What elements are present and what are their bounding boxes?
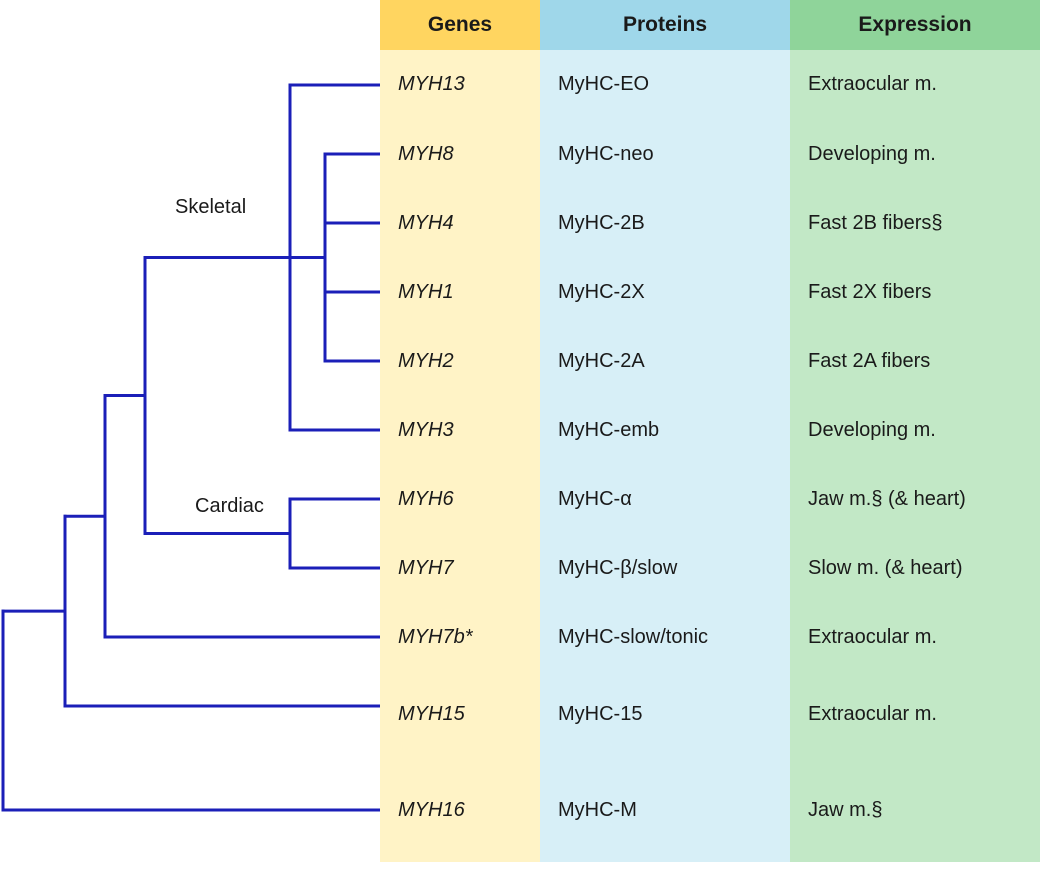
proteins-cell: MyHC-slow/tonic [540,603,790,672]
genes-cell: MYH8 [380,120,540,189]
proteins-cell: MyHC-β/slow [540,534,790,603]
genes-cell: MYH7b* [380,603,540,672]
genes-column: Genes MYH13MYH8MYH4MYH1MYH2MYH3MYH6MYH7M… [380,0,540,862]
genes-cell: MYH4 [380,189,540,258]
genes-body: MYH13MYH8MYH4MYH1MYH2MYH3MYH6MYH7MYH7b*M… [380,50,540,862]
expression-cell: Extraocular m. [790,672,1040,759]
expression-cell: Fast 2B fibers§ [790,189,1040,258]
genes-cell: MYH15 [380,672,540,759]
genes-cell: MYH7 [380,534,540,603]
data-columns: Genes MYH13MYH8MYH4MYH1MYH2MYH3MYH6MYH7M… [380,0,1040,862]
expression-cell: Jaw m.§ (& heart) [790,465,1040,534]
expression-body: Extraocular m.Developing m.Fast 2B fiber… [790,50,1040,862]
proteins-cell: MyHC-EO [540,50,790,120]
proteins-cell: MyHC-M [540,758,790,862]
proteins-cell: MyHC-neo [540,120,790,189]
proteins-cell: MyHC-2X [540,258,790,327]
expression-cell: Jaw m.§ [790,758,1040,862]
proteins-cell: MyHC-α [540,465,790,534]
expression-cell: Fast 2X fibers [790,258,1040,327]
expression-cell: Developing m. [790,396,1040,465]
expression-cell: Fast 2A fibers [790,327,1040,396]
proteins-header: Proteins [540,0,790,50]
proteins-cell: MyHC-15 [540,672,790,759]
proteins-column: Proteins MyHC-EOMyHC-neoMyHC-2BMyHC-2XMy… [540,0,790,862]
genes-cell: MYH3 [380,396,540,465]
expression-cell: Developing m. [790,120,1040,189]
expression-column: Expression Extraocular m.Developing m.Fa… [790,0,1040,862]
proteins-body: MyHC-EOMyHC-neoMyHC-2BMyHC-2XMyHC-2AMyHC… [540,50,790,862]
phylogenetic-tree [0,0,380,878]
expression-cell: Extraocular m. [790,603,1040,672]
proteins-cell: MyHC-emb [540,396,790,465]
genes-cell: MYH2 [380,327,540,396]
diagram-container: Skeletal Cardiac Genes MYH13MYH8MYH4MYH1… [0,0,1052,878]
genes-header: Genes [380,0,540,50]
genes-cell: MYH1 [380,258,540,327]
tree-label-skeletal: Skeletal [175,196,246,219]
proteins-cell: MyHC-2B [540,189,790,258]
genes-cell: MYH6 [380,465,540,534]
expression-cell: Slow m. (& heart) [790,534,1040,603]
expression-cell: Extraocular m. [790,50,1040,120]
genes-cell: MYH13 [380,50,540,120]
proteins-cell: MyHC-2A [540,327,790,396]
tree-label-cardiac: Cardiac [195,495,264,518]
expression-header: Expression [790,0,1040,50]
genes-cell: MYH16 [380,758,540,862]
